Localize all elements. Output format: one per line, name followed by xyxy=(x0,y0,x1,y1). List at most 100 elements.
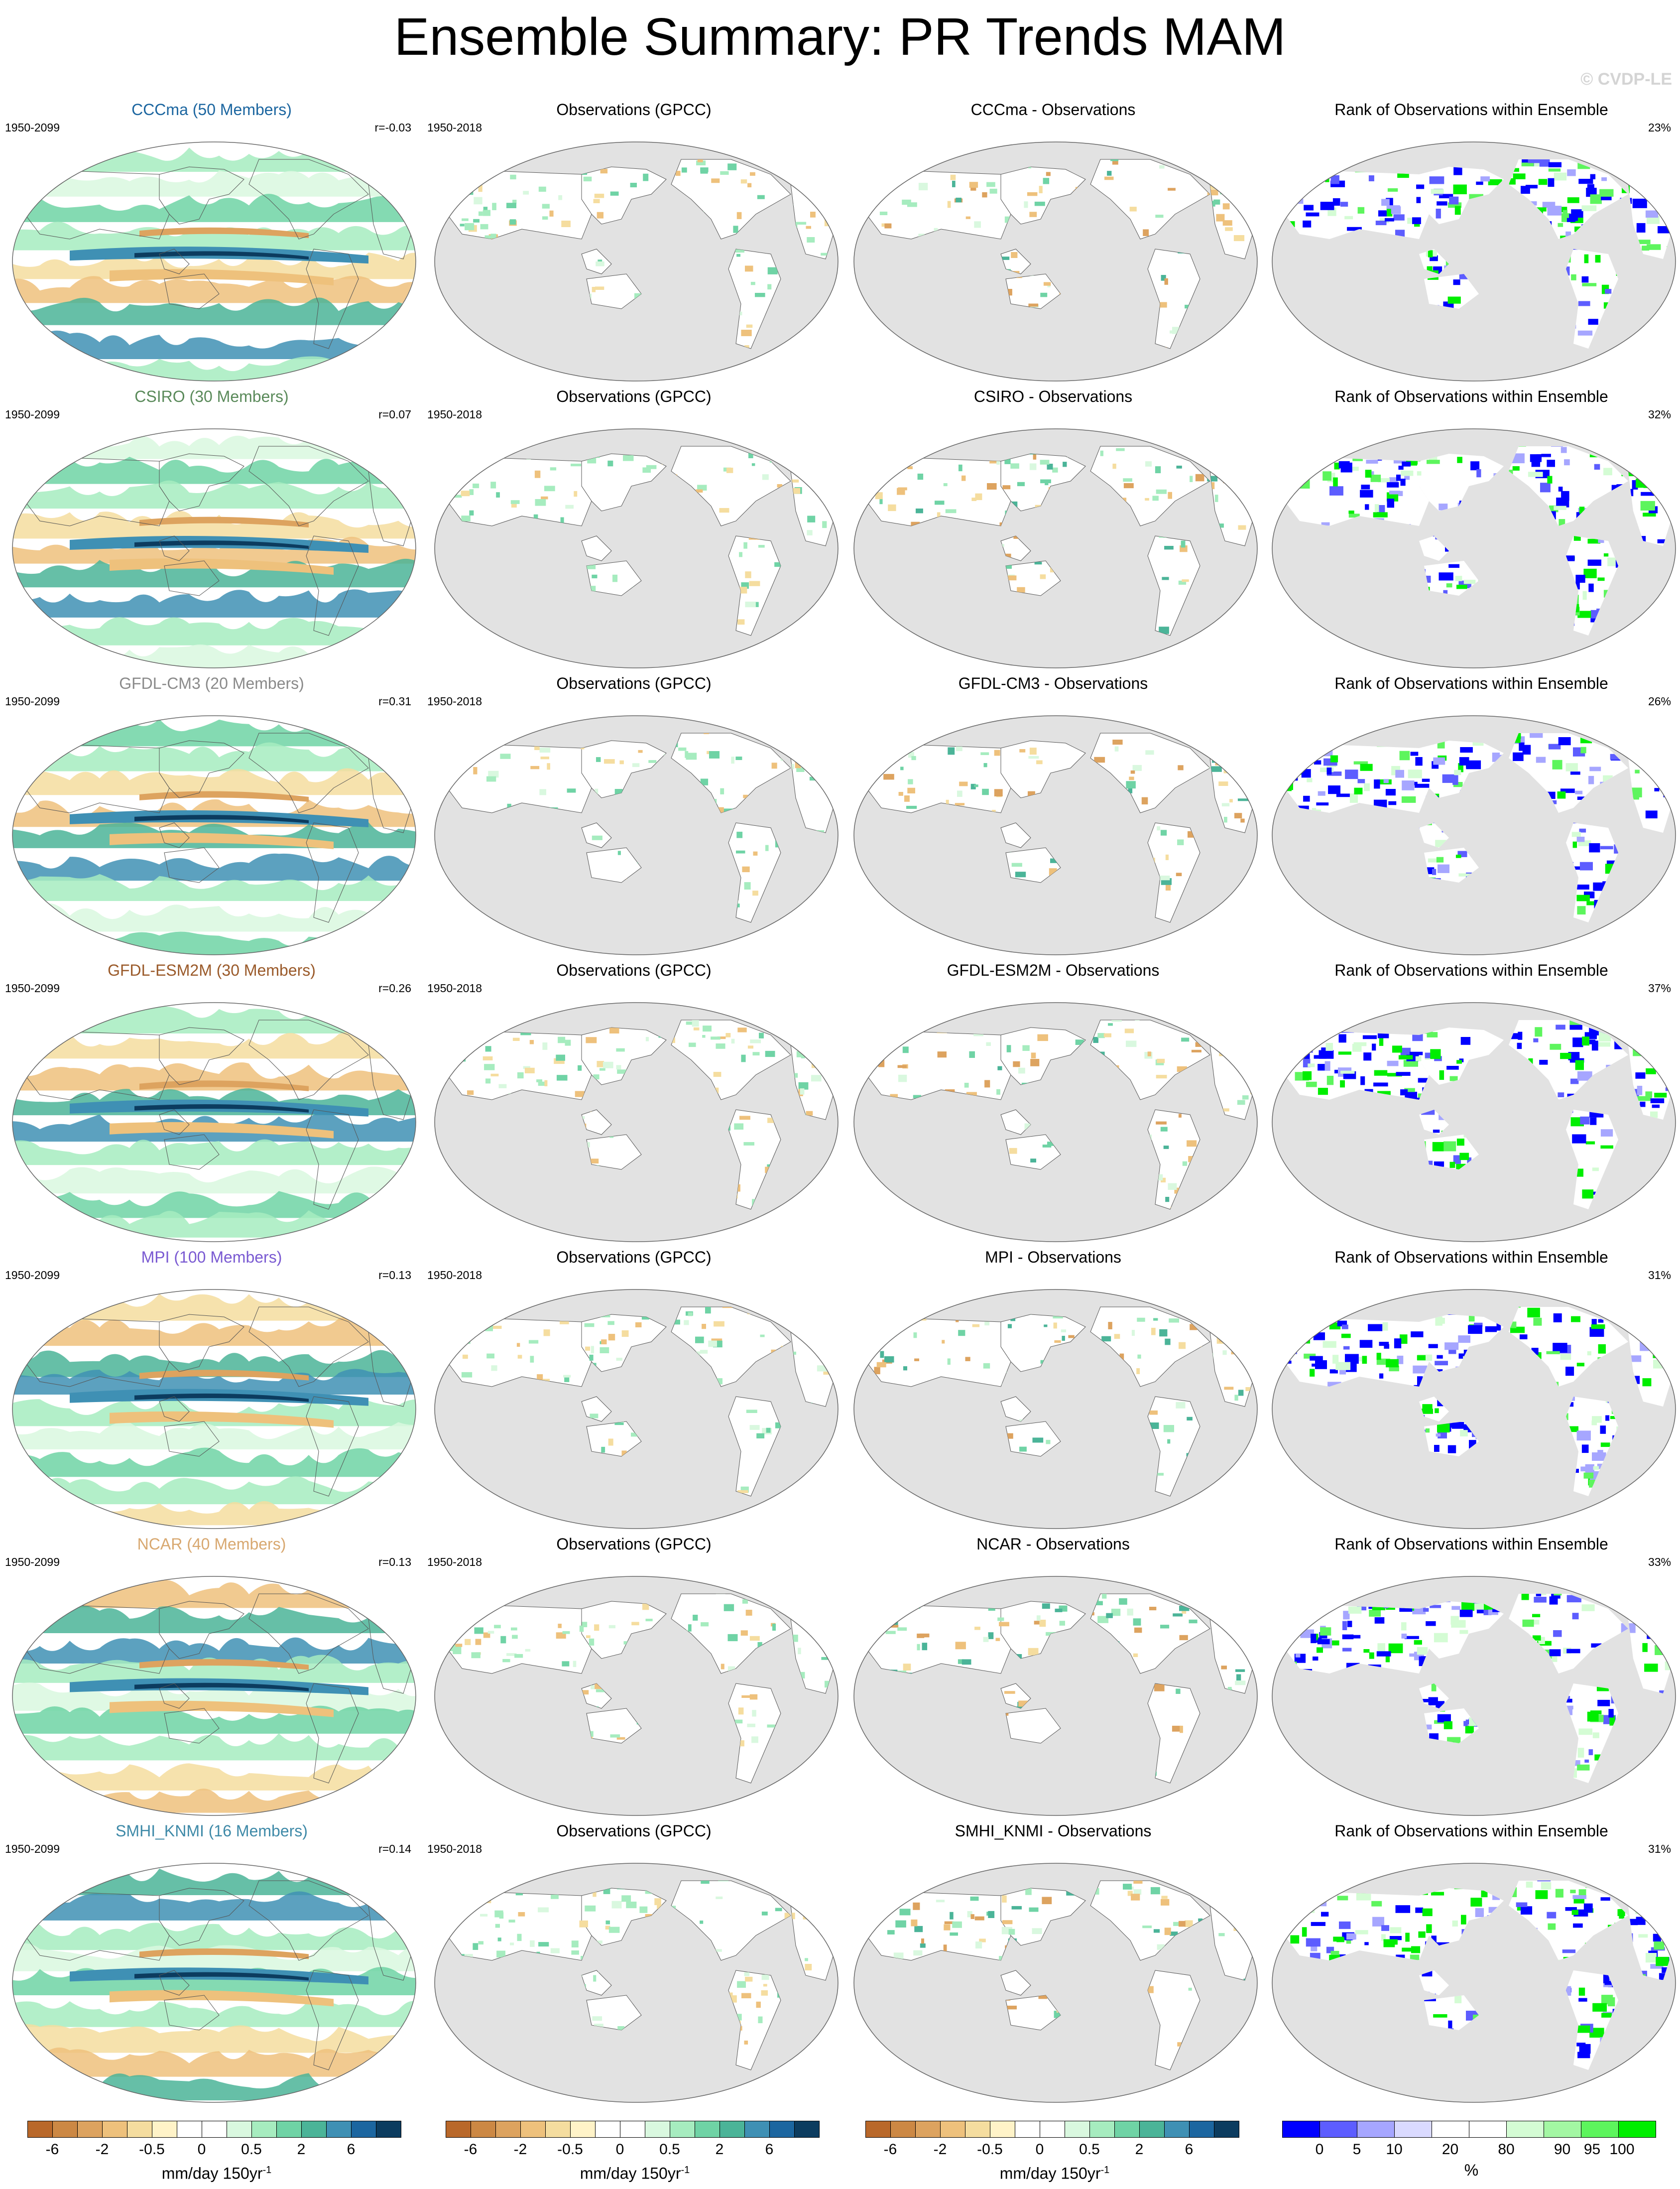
rank-panel-title: Rank of Observations within Ensemble xyxy=(1334,1822,1608,1840)
rank-map xyxy=(1272,715,1676,955)
colorbar-swatch xyxy=(990,2121,1015,2137)
model-panel: CCCma (50 Members) 1950-2099 r=-0.03 xyxy=(5,100,418,386)
colorbar-swatch xyxy=(1619,2121,1656,2137)
colorbar-swatches xyxy=(446,2121,820,2138)
rank-map xyxy=(1272,1863,1676,2103)
page-title: Ensemble Summary: PR Trends MAM xyxy=(394,7,1286,66)
colorbar-tick-label: 2 xyxy=(297,2141,306,2158)
colorbar-swatch xyxy=(521,2121,546,2137)
colorbar-swatch xyxy=(327,2121,352,2137)
model-panel: NCAR (40 Members) 1950-2099 r=0.13 xyxy=(5,1534,418,1820)
rank-percent-label: 31% xyxy=(1648,1842,1671,1855)
rank-map xyxy=(1272,1576,1676,1816)
rank-percent-label: 26% xyxy=(1648,695,1671,708)
obs-panel-title: Observations (GPCC) xyxy=(556,101,712,119)
model-map-area xyxy=(10,713,418,957)
obs-panel: Observations (GPCC) 1950-2018 xyxy=(427,1247,840,1534)
rank-percent-label: 23% xyxy=(1648,121,1671,134)
correlation-label: r=0.07 xyxy=(378,408,411,421)
colorbar-swatch xyxy=(227,2121,252,2137)
diff-panel: SMHI_KNMI - Observations xyxy=(846,1821,1260,2107)
rank-panel-title: Rank of Observations within Ensemble xyxy=(1334,961,1608,979)
obs-panel-title: Observations (GPCC) xyxy=(556,961,712,979)
colorbar-tick-label: 6 xyxy=(765,2141,774,2158)
model-map xyxy=(12,1002,416,1242)
colorbar-swatches xyxy=(1282,2121,1656,2138)
colorbar-units-text: mm/day 150yr xyxy=(999,2164,1101,2183)
colorbar-swatch xyxy=(471,2121,496,2137)
period-label: 1950-2018 xyxy=(427,982,482,995)
colorbar-swatch xyxy=(1395,2121,1432,2137)
period-label: 1950-2099 xyxy=(5,1555,60,1568)
rank-map xyxy=(1272,428,1676,668)
colorbar-swatches xyxy=(865,2121,1239,2138)
diff-map xyxy=(853,1863,1258,2103)
rank-map-area xyxy=(1270,139,1678,384)
colorbar-tick-label: 2 xyxy=(1135,2141,1144,2158)
diff-panel: NCAR - Observations xyxy=(846,1534,1260,1820)
colorbar-tick-label: 20 xyxy=(1441,2141,1459,2158)
colorbar-swatch xyxy=(941,2121,965,2137)
model-map xyxy=(12,141,416,382)
colorbar-swatch xyxy=(78,2121,103,2137)
colorbar-units: % xyxy=(1282,2161,1661,2180)
period-label: 1950-2099 xyxy=(5,121,60,134)
obs-map xyxy=(434,1576,839,1816)
model-panel-title: SMHI_KNMI (16 Members) xyxy=(116,1822,308,1840)
obs-map-area xyxy=(432,426,840,670)
period-label: 1950-2018 xyxy=(427,121,482,134)
rank-map-area xyxy=(1270,1000,1678,1244)
colorbar-tick-label: 0.5 xyxy=(1079,2141,1100,2158)
colorbar-swatch xyxy=(496,2121,521,2137)
diff-panel: MPI - Observations xyxy=(846,1247,1260,1534)
model-panel: GFDL-CM3 (20 Members) 1950-2099 r=0.31 xyxy=(5,673,418,960)
diff-map-area xyxy=(851,1000,1260,1244)
colorbar-units-text: mm/day 150yr xyxy=(580,2164,681,2183)
colorbar-swatch xyxy=(670,2121,695,2137)
period-label: 1950-2099 xyxy=(5,695,60,708)
colorbar-diff-trend: -6 -2 -0.5 0 0.5 2 6 mm/day 150yr-1 xyxy=(865,2121,1244,2183)
rank-percent-label: 32% xyxy=(1648,408,1671,421)
colorbar-units: mm/day 150yr-1 xyxy=(446,2161,824,2183)
rank-panel: Rank of Observations within Ensemble 33% xyxy=(1265,1534,1678,1820)
model-panel: GFDL-ESM2M (30 Members) 1950-2099 r=0.26 xyxy=(5,960,418,1247)
colorbar-swatch xyxy=(1544,2121,1581,2137)
diff-map-area xyxy=(851,426,1260,670)
colorbar-tick-label: 6 xyxy=(1185,2141,1194,2158)
obs-map xyxy=(434,141,839,382)
colorbar-swatches xyxy=(27,2121,401,2138)
model-map-area xyxy=(10,1574,418,1818)
colorbar-swatch xyxy=(1507,2121,1544,2137)
period-label: 1950-2018 xyxy=(427,695,482,708)
colorbar-swatch xyxy=(1165,2121,1190,2137)
rank-map-area xyxy=(1270,1861,1678,2105)
model-panel-title: NCAR (40 Members) xyxy=(137,1535,286,1553)
colorbar-swatch xyxy=(1190,2121,1214,2137)
period-label: 1950-2018 xyxy=(427,1555,482,1568)
colorbar-model-trend: -6 -2 -0.5 0 0.5 2 6 mm/day 150yr-1 xyxy=(27,2121,406,2183)
colorbar-tick-label: 80 xyxy=(1498,2141,1515,2158)
obs-panel-title: Observations (GPCC) xyxy=(556,1248,712,1266)
colorbar-swatch xyxy=(177,2121,202,2137)
model-panel: MPI (100 Members) 1950-2099 r=0.13 xyxy=(5,1247,418,1534)
period-label: 1950-2018 xyxy=(427,408,482,421)
colorbar-tick-label: -2 xyxy=(95,2141,109,2158)
colorbar-swatch xyxy=(571,2121,596,2137)
colorbar-tick-label: 2 xyxy=(715,2141,724,2158)
colorbar-tick-label: 0 xyxy=(1035,2141,1044,2158)
colorbar-tick-label: -2 xyxy=(933,2141,947,2158)
colorbar-units-text: mm/day 150yr xyxy=(161,2164,263,2183)
colorbar-tick-label: 5 xyxy=(1352,2141,1361,2158)
diff-map-area xyxy=(851,713,1260,957)
colorbar-swatch xyxy=(1214,2121,1239,2137)
colorbar-tick-label: 0.5 xyxy=(241,2141,262,2158)
colorbar-units-exponent: -1 xyxy=(681,2165,690,2176)
obs-panel-title: Observations (GPCC) xyxy=(556,674,712,692)
colorbar-swatch xyxy=(252,2121,277,2137)
diff-panel-title: GFDL-ESM2M - Observations xyxy=(947,961,1160,979)
colorbar-swatch xyxy=(53,2121,78,2137)
colorbar-units-text: % xyxy=(1464,2161,1479,2179)
diff-map xyxy=(853,1576,1258,1816)
colorbar-tick-label: 0 xyxy=(1315,2141,1324,2158)
colorbar-tick-label: 6 xyxy=(347,2141,356,2158)
